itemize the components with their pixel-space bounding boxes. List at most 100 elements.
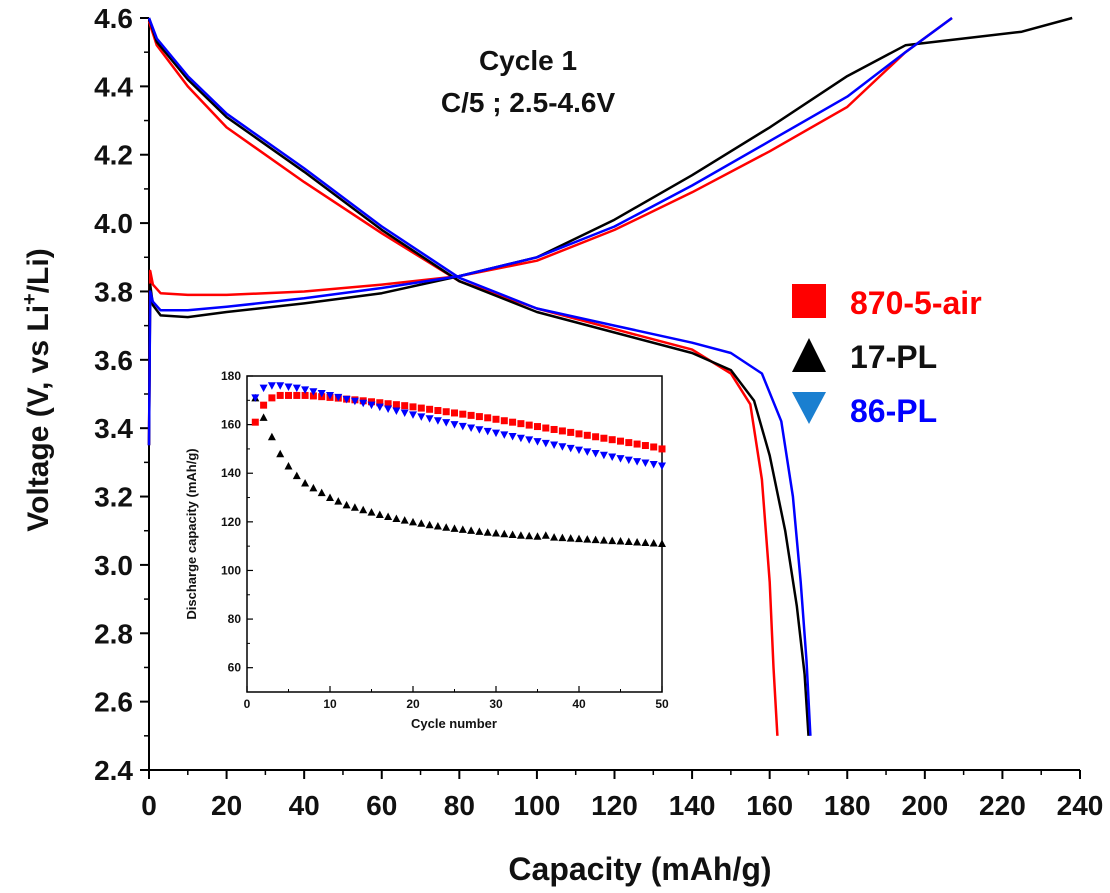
inset-point-17-pl [392,514,401,522]
legend: 870-5-air 17-PL 86-PL [792,284,982,429]
inset-point-870-5-air [467,411,475,419]
inset-point-17-pl [492,529,500,537]
inset-point-870-5-air [525,421,533,429]
series-870-5-air-discharge-line [147,21,779,736]
inset-point-86-pl [417,413,426,421]
inset-point-870-5-air [260,401,268,409]
inset-point-86-pl [558,443,567,451]
inset-point-86-pl [442,419,451,427]
x-tick-label: 40 [289,790,320,821]
y-tick-label: 2.8 [94,618,133,649]
y-tick-label: 3.8 [94,276,133,307]
inset-point-870-5-air [500,417,508,425]
inset-y-tick-label: 60 [228,661,242,675]
inset-point-17-pl [516,531,525,539]
legend-marker-17-pl [792,338,826,372]
inset-point-86-pl [500,431,509,439]
x-tick-label: 220 [979,790,1026,821]
inset-point-870-5-air [542,424,550,432]
inset-point-870-5-air [658,445,666,453]
x-tick-label: 180 [824,790,871,821]
inset-chart: 0 10 20 30 40 50 60 80 100 120 140 160 180 Cycle num… [184,369,669,731]
inset-point-870-5-air [251,418,259,426]
y-tick-label: 3.4 [94,413,133,444]
inset-point-86-pl [575,446,583,455]
inset-point-86-pl [292,384,301,393]
inset-point-17-pl [483,528,492,536]
inset-y-tick-label: 120 [221,515,241,529]
inset-point-870-5-air [293,391,301,399]
inset-point-870-5-air [459,410,467,418]
inset-point-86-pl [458,422,467,431]
inset-y-tick-label: 80 [228,612,242,626]
y-tick-label: 4.0 [94,208,133,239]
inset-point-17-pl [400,516,409,524]
inset-y-tick-label: 160 [221,418,241,432]
inset-point-17-pl [583,535,592,543]
inset-x-tick-label: 0 [244,697,251,711]
y-tick-label: 3.6 [94,345,133,376]
inset-point-86-pl [475,426,484,434]
y-axis-label-main: Voltage (V, vs Li [22,305,55,532]
inset-point-86-pl [342,395,351,404]
inset-point-17-pl [259,413,268,421]
inset-point-870-5-air [285,391,292,399]
inset-point-17-pl [558,533,567,542]
y-tick-label: 3.0 [94,550,133,581]
inset-ticks: 0 10 20 30 40 50 60 80 100 120 140 160 180 [221,369,669,711]
inset-point-17-pl [467,526,476,534]
series-86-pl-charge-line [147,16,953,446]
inset-point-86-pl [350,397,359,406]
inset-point-870-5-air [384,400,392,408]
inset-point-86-pl [433,417,442,425]
inset-y-tick-label: 100 [221,563,241,577]
inset-point-86-pl [566,444,575,453]
inset-point-17-pl [301,478,310,487]
legend-label-86-pl: 86-PL [850,393,937,429]
inset-point-86-pl [384,405,393,414]
inset-frame [246,375,663,693]
main-ticks: 0 20 40 60 80 100 120 140 160 180 200 220 2402.42.62… [94,3,1103,821]
legend-marker-86-pl [792,392,826,424]
inset-point-17-pl [284,461,293,470]
inset-point-17-pl [550,533,559,541]
x-axis-label: Capacity (mAh/g) [508,851,771,887]
inset-point-17-pl [450,524,459,532]
inset-point-86-pl [375,403,384,412]
inset-point-86-pl [450,421,459,429]
inset-point-17-pl [433,521,442,530]
inset-point-870-5-air [600,434,608,442]
inset-point-870-5-air [309,392,317,400]
inset-point-870-5-air [617,437,624,445]
inset-series-17-pl [251,393,666,547]
x-tick-label: 100 [514,790,561,821]
y-axis-label-suffix: /Li) [22,248,55,293]
inset-point-870-5-air [417,404,425,412]
main-plot: 0 20 40 60 80 100 120 140 160 180 200 220 2402.42.62… [94,3,1103,821]
inset-point-86-pl [492,429,500,438]
inset-point-870-5-air [401,402,409,410]
inset-point-17-pl [624,537,633,546]
y-tick-label: 3.2 [94,482,133,513]
inset-point-17-pl [317,488,326,497]
inset-y-tick-label: 140 [221,466,241,480]
inset-point-870-5-air [625,439,633,447]
y-axis-label-superscript: + [19,293,41,305]
inset-point-870-5-air [442,408,450,416]
inset-point-870-5-air [534,423,541,431]
inset-point-86-pl [633,458,642,466]
x-tick-label: 80 [444,790,475,821]
inset-point-17-pl [409,517,417,526]
inset-point-86-pl [367,401,376,410]
inset-point-17-pl [525,531,534,540]
inset-point-17-pl [508,530,517,538]
inset-point-86-pl [259,384,268,393]
x-tick-label: 240 [1057,790,1104,821]
inset-point-870-5-air [583,431,591,439]
inset-series [251,382,666,547]
inset-x-tick-label: 40 [572,697,586,711]
legend-label-17-pl: 17-PL [850,339,937,375]
inset-point-86-pl [658,462,666,470]
inset-point-86-pl [541,439,550,448]
